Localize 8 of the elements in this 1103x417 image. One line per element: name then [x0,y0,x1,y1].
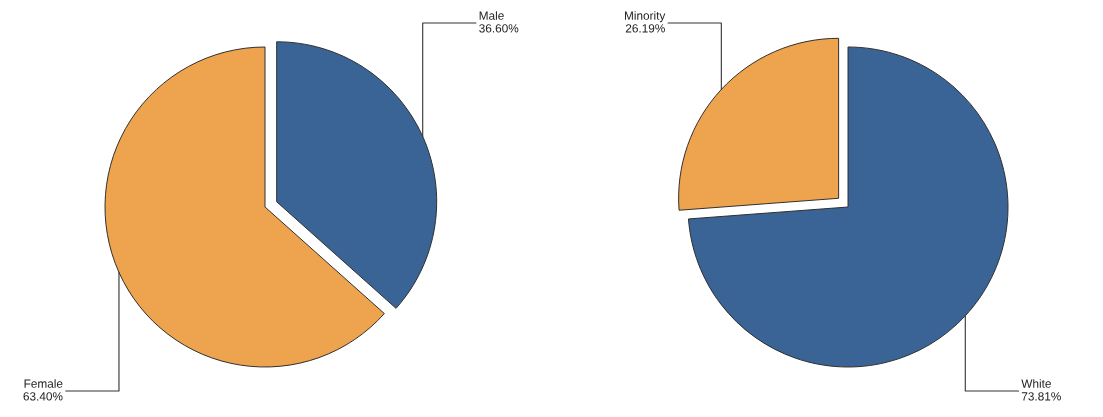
data-label: 26.19% [625,24,665,33]
slice-label: Male [479,11,504,20]
slice-label: Minority [624,11,666,23]
slice-label: Female [24,379,63,388]
data-label: 73.81% [1021,392,1061,401]
slice-label: White [1021,379,1051,388]
data-label: 63.40% [23,392,63,401]
data-label: 36.60% [479,24,519,33]
